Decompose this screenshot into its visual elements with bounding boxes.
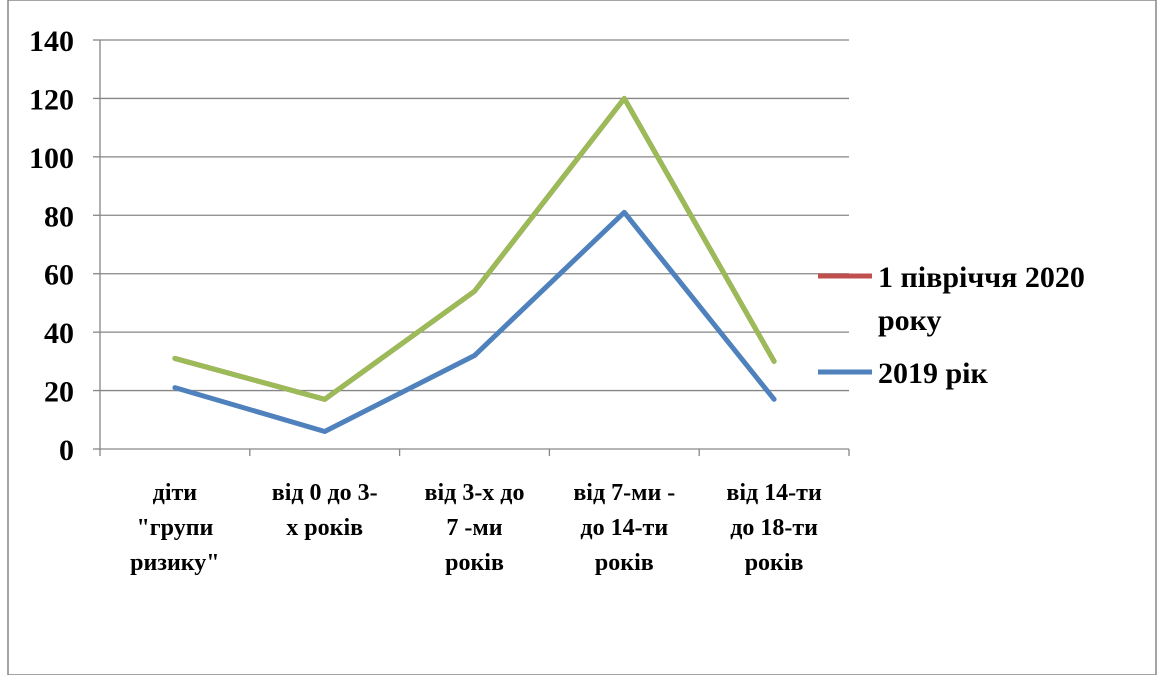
x-tick-labels: діти "групи ризику" від 0 до 3-х років від 3… — [130, 480, 822, 576]
y-tick-label: 80 — [44, 200, 74, 233]
legend: 1 півріччя 2020 року 2019 рік — [818, 261, 1085, 390]
y-tick-label: 20 — [44, 376, 74, 409]
y-tick-labels: 0 20 40 60 80 100 120 140 — [29, 25, 74, 467]
y-tick-label: 100 — [29, 142, 74, 175]
chart-border — [7, 0, 1157, 675]
y-tick-label: 60 — [44, 259, 74, 292]
x-tick-label: від 0 до 3-х років — [272, 480, 378, 541]
legend-label: 2019 рік — [878, 357, 989, 390]
y-tick-label: 120 — [29, 83, 74, 116]
gridlines — [100, 39, 849, 392]
y-tick-label: 140 — [29, 25, 74, 58]
series-lines — [172, 95, 777, 434]
x-tick-label: діти "групи ризику" — [130, 480, 219, 576]
x-tick-label: від 7-ми -до 14-ти років — [573, 480, 675, 576]
y-tick-label: 0 — [59, 434, 74, 467]
x-tick-label: від 3-х до 7 -ми років — [425, 480, 525, 576]
axes — [93, 39, 850, 456]
x-tick-label: від 14-ти до 18-ти років — [726, 480, 822, 576]
y-tick-label: 40 — [44, 317, 74, 350]
legend-label: 1 півріччя 2020 року — [878, 261, 1085, 337]
